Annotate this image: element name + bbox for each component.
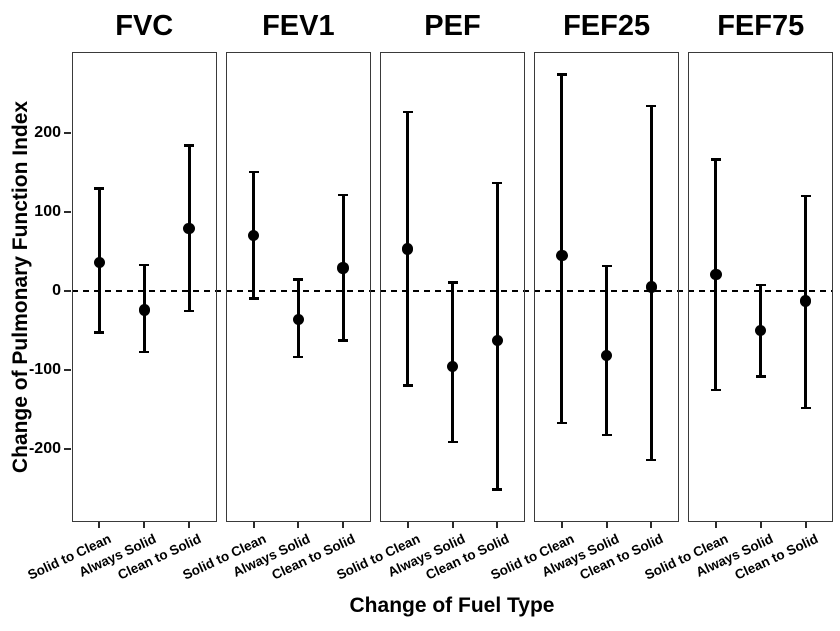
facet-panel-FEV1	[226, 52, 371, 522]
data-point	[183, 222, 195, 235]
x-tick-mark	[406, 522, 409, 528]
error-bar-cap-lower	[94, 331, 105, 334]
error-bar-stem	[560, 74, 564, 424]
error-bar-cap-lower	[293, 355, 304, 359]
error-bar-cap-lower	[139, 350, 150, 354]
facet-title-PEF: PEF	[424, 10, 481, 42]
y-tick-label: 200	[34, 124, 61, 142]
error-bar-cap-lower	[755, 375, 766, 378]
y-tick-mark	[64, 132, 71, 135]
x-tick-mark	[804, 522, 807, 528]
facet-title-FEF25: FEF25	[563, 10, 651, 42]
error-bar-cap-lower	[447, 440, 458, 444]
data-point	[337, 262, 349, 274]
error-bar-cap-upper	[601, 264, 612, 268]
x-tick-mark	[98, 522, 101, 528]
error-bar-cap-upper	[402, 110, 413, 114]
y-tick-label: 100	[34, 203, 61, 221]
x-tick-mark	[605, 522, 608, 528]
x-tick-mark	[252, 522, 255, 528]
x-tick-mark	[714, 522, 717, 528]
facet-panel-FEF25	[534, 52, 679, 522]
data-point	[446, 360, 459, 373]
data-point	[138, 304, 150, 316]
error-bar-cap-lower	[800, 406, 811, 410]
error-bar-cap-lower	[601, 433, 612, 437]
data-point	[247, 229, 260, 242]
data-point	[600, 349, 613, 362]
y-tick-mark	[64, 447, 71, 450]
y-tick-mark	[64, 211, 71, 214]
data-point	[401, 243, 414, 255]
x-tick-mark	[650, 522, 653, 528]
facet-title-FVC: FVC	[115, 10, 174, 42]
error-bar-cap-upper	[800, 194, 811, 198]
error-bar-cap-lower	[184, 309, 195, 313]
error-bar-cap-lower	[646, 458, 657, 462]
error-bar-cap-upper	[755, 283, 766, 287]
error-bar-cap-lower	[556, 421, 567, 425]
x-tick-mark	[188, 522, 191, 528]
x-tick-mark	[342, 522, 345, 528]
data-point	[799, 295, 812, 307]
error-bar-cap-upper	[184, 144, 195, 147]
data-point	[645, 281, 658, 293]
error-bar-cap-upper	[556, 73, 567, 76]
y-tick-mark	[64, 289, 71, 292]
error-bar-cap-upper	[248, 170, 259, 174]
y-tick-label: -100	[28, 360, 61, 378]
x-tick-mark	[496, 522, 499, 528]
y-tick-label: -200	[28, 439, 61, 457]
error-bar-cap-lower	[492, 488, 503, 491]
data-point	[754, 324, 767, 337]
error-bar-cap-lower	[402, 384, 413, 387]
x-tick-mark	[451, 522, 454, 528]
error-bar-cap-upper	[338, 193, 349, 197]
error-bar-cap-upper	[492, 181, 503, 185]
x-tick-mark	[759, 522, 762, 528]
error-bar-cap-upper	[139, 263, 150, 267]
data-point	[292, 313, 305, 326]
x-tick-mark	[560, 522, 563, 528]
error-bar-cap-lower	[248, 297, 259, 300]
error-bar-cap-lower	[338, 339, 349, 342]
facet-panel-FEF75	[688, 52, 833, 522]
facet-panel-FVC	[72, 52, 217, 522]
error-bar-cap-upper	[710, 158, 721, 161]
x-tick-mark	[297, 522, 300, 528]
error-bar-cap-upper	[646, 104, 657, 108]
y-tick-label: 0	[52, 281, 61, 299]
x-axis-title: Change of Fuel Type	[349, 594, 555, 617]
facet-title-FEF75: FEF75	[717, 10, 805, 42]
error-bar-cap-upper	[94, 187, 105, 190]
data-point	[556, 249, 568, 262]
facet-title-FEV1: FEV1	[262, 10, 335, 42]
data-point	[491, 334, 504, 347]
error-bar-cap-lower	[710, 388, 721, 392]
data-point	[710, 268, 722, 281]
y-tick-mark	[64, 368, 71, 371]
error-bar-cap-upper	[447, 281, 458, 284]
data-point	[93, 256, 106, 269]
error-bar-cap-upper	[293, 278, 304, 281]
facet-panel-PEF	[380, 52, 525, 522]
x-tick-mark	[143, 522, 146, 528]
